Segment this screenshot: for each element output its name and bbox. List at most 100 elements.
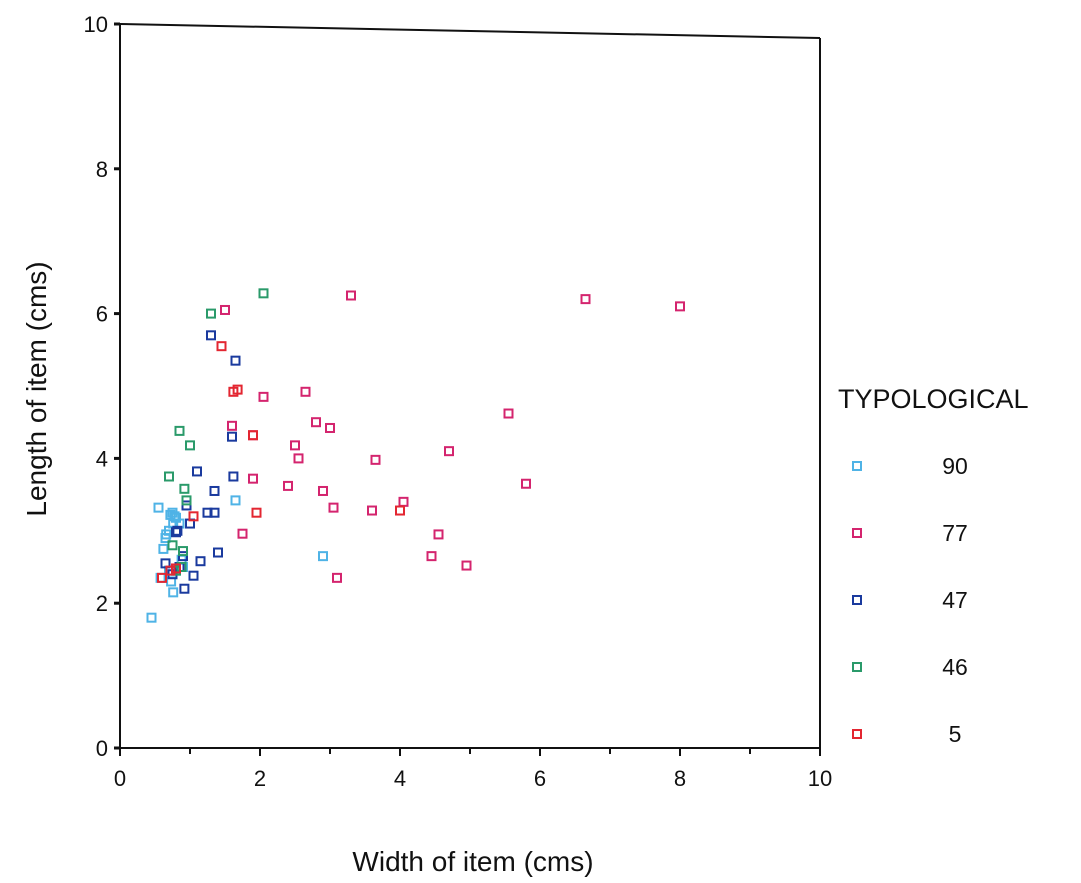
series-5 [157, 341, 405, 583]
legend-label: 90 [942, 453, 968, 479]
data-point [171, 563, 181, 574]
x-tick-label: 10 [808, 766, 832, 791]
legend: TYPOLOGICAL 90 77 47 46 5 [838, 384, 1029, 747]
data-point [165, 565, 176, 576]
data-point [311, 417, 321, 428]
data-point [318, 485, 328, 496]
data-point [318, 551, 328, 562]
data-point [258, 288, 269, 299]
y-axis-title: Length of item (cms) [21, 261, 52, 516]
legend-label: 47 [942, 587, 968, 613]
data-point [176, 562, 187, 572]
x-tick-label: 8 [674, 766, 686, 791]
data-point [167, 540, 178, 551]
data-point [300, 386, 311, 397]
data-point [503, 408, 514, 419]
data-points [146, 288, 685, 623]
y-tick-label: 2 [96, 591, 108, 616]
data-point [426, 551, 437, 562]
series-46 [164, 288, 269, 576]
data-point [192, 466, 202, 477]
data-point [178, 546, 188, 557]
data-point [325, 422, 335, 433]
data-point [675, 301, 685, 312]
data-point [153, 502, 164, 513]
data-point [230, 355, 241, 366]
data-point [237, 528, 248, 539]
data-point [195, 556, 206, 567]
data-point [216, 341, 227, 352]
data-point [258, 391, 269, 402]
y-tick-label: 0 [96, 736, 108, 761]
data-point [206, 330, 216, 341]
data-point [181, 500, 192, 511]
data-point [188, 570, 199, 581]
data-point [248, 473, 258, 484]
data-point [332, 572, 342, 583]
data-point [521, 478, 531, 489]
data-point [172, 525, 183, 536]
data-point [227, 431, 237, 442]
x-tick-label: 0 [114, 766, 126, 791]
y-tick-label: 6 [96, 302, 108, 327]
x-tick-label: 2 [254, 766, 266, 791]
data-point [248, 430, 258, 441]
data-point [209, 507, 220, 518]
x-axis-title: Width of item (cms) [352, 846, 593, 877]
data-point [181, 495, 192, 506]
data-point [230, 495, 241, 506]
series-77 [220, 290, 685, 583]
data-point [206, 308, 216, 319]
plot-top-border [119, 23, 821, 39]
data-point [213, 547, 223, 558]
data-point [146, 612, 157, 623]
data-point [228, 471, 239, 482]
data-point [346, 290, 356, 301]
legend-label: 77 [942, 520, 968, 546]
data-point [293, 453, 304, 464]
data-point [220, 304, 230, 315]
data-point [433, 529, 444, 540]
x-tick-label: 6 [534, 766, 546, 791]
data-point [328, 502, 339, 513]
data-point [232, 384, 243, 395]
data-point [171, 527, 181, 538]
data-point [461, 560, 472, 571]
legend-marker [852, 528, 862, 538]
data-point [178, 551, 188, 562]
data-point [179, 483, 190, 494]
data-point [580, 294, 591, 305]
data-point [251, 507, 262, 518]
legend-marker [852, 662, 862, 672]
legend-title: TYPOLOGICAL [838, 384, 1029, 414]
legend-marker [852, 595, 862, 605]
data-point [398, 496, 409, 507]
data-point [283, 480, 293, 491]
legend-marker [852, 461, 862, 471]
data-point [157, 572, 167, 583]
y-tick-label: 4 [96, 446, 108, 471]
legend-label: 46 [942, 654, 968, 680]
series-90 [146, 495, 328, 623]
legend-marker [852, 729, 862, 739]
data-point [444, 446, 454, 457]
data-point [179, 583, 190, 594]
data-point [395, 505, 405, 516]
y-tick-label: 8 [96, 157, 108, 182]
data-point [227, 420, 237, 431]
data-point [188, 511, 199, 522]
y-tick-label: 10 [84, 12, 108, 37]
data-point [370, 454, 381, 465]
y-axis-ticks: 0 2 4 6 8 10 [84, 12, 120, 761]
data-point [168, 587, 179, 598]
data-point [164, 471, 174, 482]
data-point [290, 440, 300, 451]
data-point [185, 440, 195, 451]
data-point [248, 430, 258, 441]
data-point [367, 505, 377, 516]
legend-label: 5 [949, 721, 962, 747]
x-tick-label: 4 [394, 766, 406, 791]
x-axis-ticks: 0 2 4 6 8 10 [114, 748, 832, 791]
data-point [174, 425, 185, 436]
